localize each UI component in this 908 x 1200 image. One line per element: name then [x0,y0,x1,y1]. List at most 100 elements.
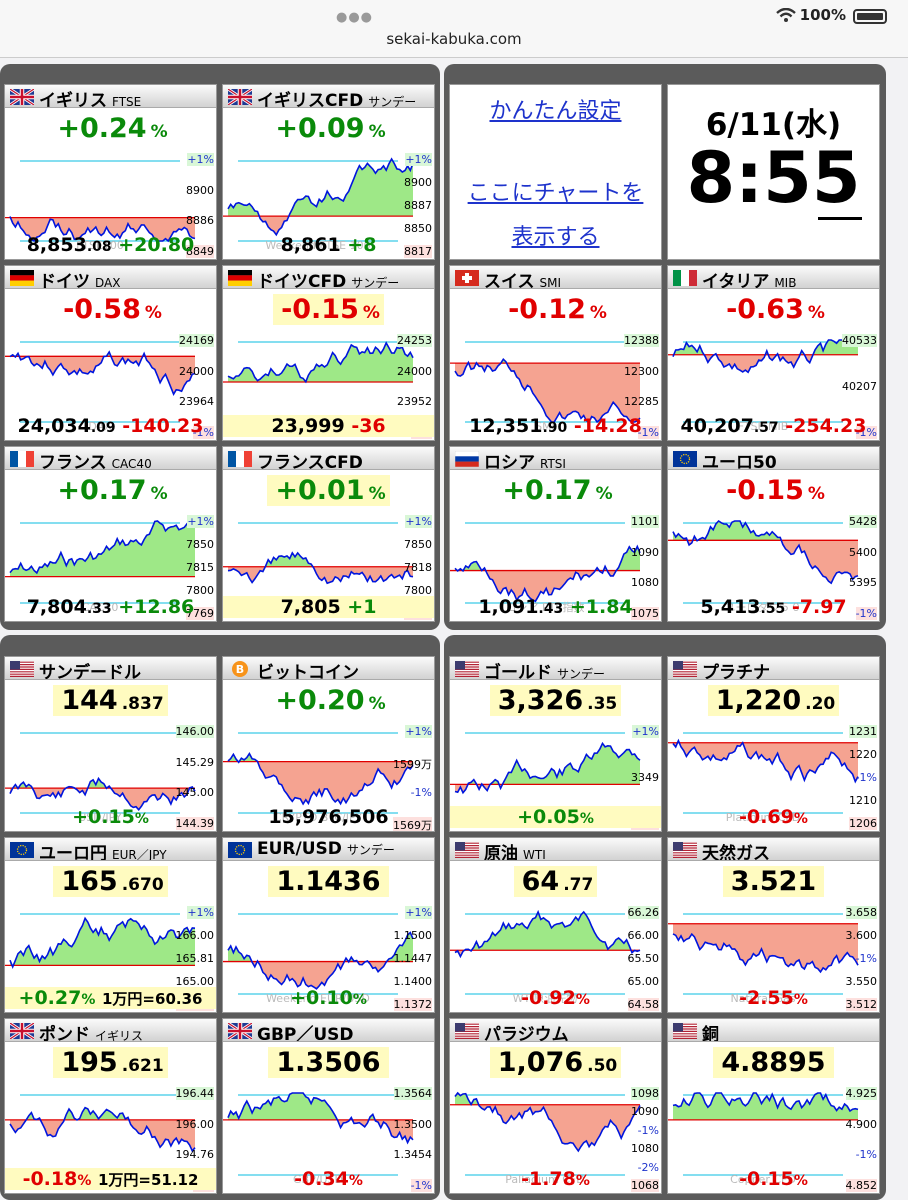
flag-eu-icon [228,842,252,858]
chart-area[interactable]: Weekend EUR/USD [223,900,435,1008]
price-chart[interactable]: FTSE MIB [668,328,880,436]
chart-link[interactable]: ここにチャートを [467,181,644,206]
market-card[interactable]: イギリス FTSE +0.24% FTSE100 +1% 8900 8886 8849 8,85… [4,84,217,260]
card-header: パラジウム [450,1019,661,1042]
chart-area[interactable]: Platinum CFD [668,719,880,827]
chart-area[interactable]: FTSE MIB [668,328,880,436]
chart-area[interactable]: CAC40 [5,509,217,617]
chart-area[interactable]: SMI [450,328,662,436]
tick-label: 8900 [404,176,432,189]
flag-ru-icon [455,451,479,467]
card-header: イギリスCFD サンデー [223,85,434,108]
tick-label: 5428 [849,515,877,528]
price-value: 4.8895 [668,1047,879,1078]
price-chart[interactable]: CRYPTO BTC/JPY [223,719,435,827]
chart-area[interactable]: ロシア RTS指数 [450,509,662,617]
market-card[interactable]: GBP／USD 1.3506 GBP/USD 1.3564 1.3500 1.3454 -1… [222,1018,435,1194]
tick-label: 196.44 [175,1087,214,1100]
market-sub: RTSI [540,457,566,470]
price-chart[interactable]: Natural Gas [668,900,880,1008]
price-chart[interactable]: Weekend EUR/USD [223,900,435,1008]
chart-area[interactable]: USD/JPY [5,719,217,827]
market-name: イギリスCFD サンデー [257,91,417,108]
market-card[interactable]: B ビットコイン +0.20% CRYPTO BTC/JPY +1% 1599万 -1% 15… [222,656,435,832]
market-card[interactable]: スイス SMI -0.12% SMI 12388 12300 12285 -1% 12,351.… [449,265,662,441]
price-chart[interactable]: WTI原油先物 [450,900,662,1008]
chart-area[interactable]: Copper CFD [668,1081,880,1189]
loss-area [228,761,413,804]
price-line [227,752,414,806]
market-card[interactable]: イタリア MIB -0.63% FTSE MIB 40533 40207 -1% 40,207… [667,265,880,441]
chart-link-2[interactable]: 表示する [511,225,600,250]
tick-label: +1% [187,906,214,919]
market-card[interactable]: ロシア RTSI +0.17% ロシア RTS指数 1101 1090 1080 1075 1,… [449,446,662,622]
price-chart[interactable]: ユーロダウ５０ [668,509,880,617]
chart-watermark: DAX [88,420,112,433]
price-chart[interactable]: SMI [450,328,662,436]
price-chart[interactable]: GBP/USD [223,1081,435,1189]
more-dots-icon[interactable]: ●●● [336,10,374,25]
market-name: ユーロ50 [702,453,777,470]
price-chart[interactable]: DAX [5,328,217,436]
market-card[interactable]: ゴールドサンデー3,326.35金トロイオンス／ドル+1%33493301+0.… [449,656,662,832]
gain-area [673,340,858,355]
market-card[interactable]: イギリスCFD サンデー +0.09% Weekend FTSE 100 +1% 8900… [222,84,435,260]
market-card[interactable]: 原油 WTI 64.77 WTI原油先物 66.26 66.00 65.50 65.00 64.… [449,837,662,1013]
chart-area[interactable]: DAX [5,328,217,436]
market-card[interactable]: パラジウム 1,076.50 Palladium CFD 1098 1090 -1% 108… [449,1018,662,1194]
chart-area[interactable]: GBP/USD [223,1081,435,1189]
gain-area [455,912,640,951]
market-card[interactable]: プラチナ 1,220.20 Platinum CFD 1231 1220 -1% 1210 1… [667,656,880,832]
market-card[interactable]: EUR/USD サンデー 1.1436 Weekend EUR/USD +1% 1.150… [222,837,435,1013]
chart-area[interactable]: CRYPTO BTC/JPY [223,719,435,827]
chart-area[interactable]: Weekend FTSE 100 [223,147,435,255]
price-value: 3.521 [668,866,879,897]
tick-label: 1206 [849,817,877,830]
chart-watermark: Copper CFD [730,1173,796,1186]
market-card[interactable]: フランスCFD+0.01%C 40 CFD+1%7850781878007770… [222,446,435,622]
gain-area [10,1107,195,1120]
price-line [454,909,641,959]
market-name: パラジウム [484,1025,569,1042]
flag-eu-icon [10,842,34,858]
tick-label: 145.29 [175,756,215,769]
market-card[interactable]: フランス CAC40 +0.17% CAC40 +1% 7850 7815 7800 7769 7… [4,446,217,622]
market-name: ドイツCFD サンデー [257,272,400,289]
card-header: 天然ガス [668,838,879,861]
market-name: ドイツ DAX [39,272,121,289]
market-card[interactable]: サンデードル 144.837 USD/JPY 146.00 145.29 145.00 14… [4,656,217,832]
chart-area[interactable]: Palladium CFD [450,1081,662,1189]
market-card[interactable]: ドイツ DAX -0.58% DAX 24169 24000 23964 -1% 24,034.… [4,265,217,441]
chart-area[interactable]: Natural Gas [668,900,880,1008]
price-chart[interactable]: CAC40 [5,509,217,617]
price-chart[interactable]: Platinum CFD [668,719,880,827]
price-chart[interactable]: Weekend FTSE 100 [223,147,435,255]
chart-area[interactable]: ユーロダウ５０ [668,509,880,617]
tick-label: 40207 [842,380,877,393]
price-chart[interactable]: Palladium CFD [450,1081,662,1189]
market-card[interactable]: 銅 4.8895 Copper CFD 4.925 4.900 -1% 4.852 -0.15… [667,1018,880,1194]
tick-label: -1% [410,1179,432,1192]
price-chart[interactable]: Copper CFD [668,1081,880,1189]
easy-settings-link[interactable]: かんたん設定 [489,99,622,124]
chart-area[interactable]: WTI原油先物 [450,900,662,1008]
tick-label: +1% [405,515,432,528]
market-sub: EUR／JPY [112,848,167,861]
price-chart[interactable]: FTSE100 [5,147,217,255]
market-card[interactable]: ユーロ50 -0.15% ユーロダウ５０ 5428 5400 5395 -1% 5,413.5… [667,446,880,622]
price-value: 195.621 [5,1047,216,1078]
market-card[interactable]: ポンドイギリス195.621GBP/JPY196.44196.00194.76-… [4,1018,217,1194]
market-card[interactable]: 天然ガス 3.521 Natural Gas 3.658 3.600 -1% 3.550 3.… [667,837,880,1013]
price-chart[interactable]: USD/JPY [5,719,217,827]
tick-label: 1220 [849,748,877,761]
price-chart[interactable]: ロシア RTS指数 [450,509,662,617]
tick-label: 1.3454 [393,1148,433,1161]
market-name: ゴールド サンデー [484,663,606,680]
card-header: B ビットコイン [223,657,434,680]
price-row: 5,413.55 -7.97 [700,596,847,618]
market-name: ユーロ円 EUR／JPY [39,844,167,861]
chart-area[interactable]: FTSE100 [5,147,217,255]
url-label[interactable]: sekai-kabuka.com [386,30,522,48]
